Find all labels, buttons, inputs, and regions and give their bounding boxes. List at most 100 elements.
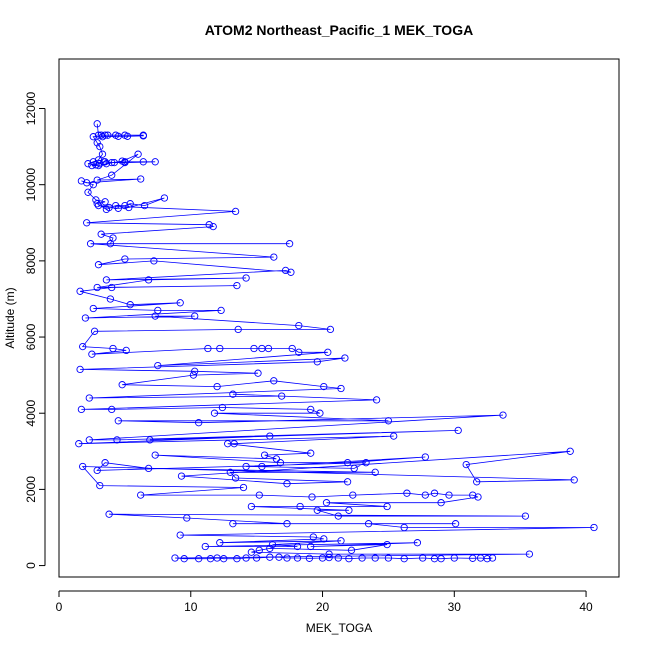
y-tick-label: 6000	[24, 323, 38, 350]
data-point	[231, 207, 240, 216]
data-point	[430, 489, 439, 497]
data-point	[347, 546, 356, 554]
data-point	[242, 462, 250, 471]
data-point	[96, 481, 104, 490]
data-point	[101, 459, 109, 467]
data-point	[590, 523, 598, 532]
y-tick-label: 2000	[24, 476, 38, 503]
data-point	[83, 219, 91, 227]
data-point	[79, 462, 87, 471]
data-point	[81, 314, 90, 322]
data-point	[84, 188, 92, 196]
data-point	[97, 230, 105, 238]
data-point	[144, 276, 153, 284]
data-point	[313, 506, 321, 514]
data-point	[94, 261, 103, 269]
data-point	[139, 158, 147, 166]
data-point	[421, 453, 429, 461]
data-point	[307, 542, 315, 551]
data-point	[79, 342, 87, 351]
data-point	[125, 203, 133, 212]
data-point	[94, 201, 103, 210]
data-point	[108, 405, 116, 414]
data-point	[154, 361, 162, 370]
data-point	[419, 554, 427, 562]
data-point	[341, 354, 349, 362]
data-point	[93, 466, 101, 475]
data-point	[180, 555, 188, 563]
data-point	[345, 506, 353, 514]
data-point	[226, 468, 234, 476]
data-point	[252, 554, 261, 562]
data-point	[276, 459, 285, 467]
data-point	[121, 201, 129, 210]
data-point	[320, 382, 328, 391]
data-point	[89, 304, 97, 313]
data-point	[260, 451, 269, 459]
data-point	[160, 194, 169, 202]
data-point	[213, 382, 221, 391]
y-tick-label: 10000	[24, 168, 38, 202]
data-point	[349, 491, 357, 499]
data-point	[85, 394, 93, 402]
data-point	[126, 301, 134, 309]
data-point	[320, 535, 328, 543]
data-point	[216, 344, 224, 353]
data-point	[118, 381, 126, 389]
x-tick-label: 30	[448, 600, 462, 614]
data-point	[112, 201, 120, 210]
data-point	[137, 491, 145, 499]
data-point	[247, 502, 256, 511]
data-point	[334, 554, 342, 562]
data-point	[114, 204, 122, 212]
data-point	[483, 555, 491, 563]
data-point	[334, 512, 342, 520]
data-point	[413, 539, 422, 547]
data-point	[390, 432, 398, 440]
data-point	[242, 554, 250, 562]
data-point	[144, 464, 153, 473]
data-point	[93, 283, 101, 292]
data-point	[469, 554, 477, 562]
data-point	[204, 344, 212, 353]
data-point	[454, 426, 462, 435]
data-point	[325, 550, 333, 558]
y-axis: 0 2000 4000 6000 8000 10000 12000	[24, 92, 46, 569]
plot-frame	[58, 58, 620, 578]
data-point	[270, 377, 278, 385]
data-point	[247, 548, 256, 556]
x-tick-label: 10	[184, 600, 198, 614]
data-point	[499, 411, 507, 419]
data-point	[403, 489, 411, 497]
data-point	[266, 544, 274, 553]
data-point	[566, 447, 574, 455]
data-point	[96, 142, 104, 151]
data-point	[469, 491, 477, 499]
data-point	[266, 432, 274, 440]
data-point	[88, 350, 96, 358]
data-point	[201, 542, 209, 551]
data-point	[224, 440, 232, 448]
data-point	[139, 132, 147, 140]
y-tick-label: 12000	[24, 92, 38, 126]
data-point	[113, 436, 121, 444]
data-point	[171, 554, 179, 562]
data-point	[364, 520, 373, 528]
data-point	[372, 396, 381, 404]
data-point	[285, 240, 294, 248]
data-point	[295, 321, 303, 330]
data-point	[86, 240, 95, 248]
data-point	[400, 523, 408, 532]
data-point	[85, 436, 93, 444]
data-point	[140, 201, 149, 210]
x-tick-label: 40	[579, 600, 593, 614]
data-point	[123, 132, 132, 140]
data-point	[239, 483, 248, 492]
data-point	[521, 512, 530, 520]
x-axis: 0 10 20 30 40	[56, 590, 593, 614]
x-tick-label: 20	[316, 600, 330, 614]
data-point	[525, 550, 534, 558]
data-point	[258, 462, 266, 471]
data-point	[150, 257, 158, 265]
